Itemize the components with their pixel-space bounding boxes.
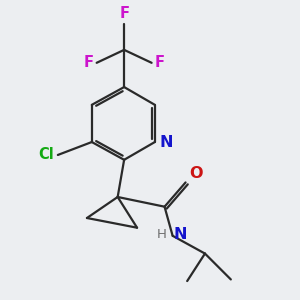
Text: Cl: Cl [38,148,54,163]
Text: F: F [119,6,129,21]
Text: F: F [83,55,93,70]
Text: N: N [160,134,173,149]
Text: O: O [189,166,202,181]
Text: H: H [157,228,167,241]
Text: F: F [155,55,165,70]
Text: N: N [173,227,187,242]
